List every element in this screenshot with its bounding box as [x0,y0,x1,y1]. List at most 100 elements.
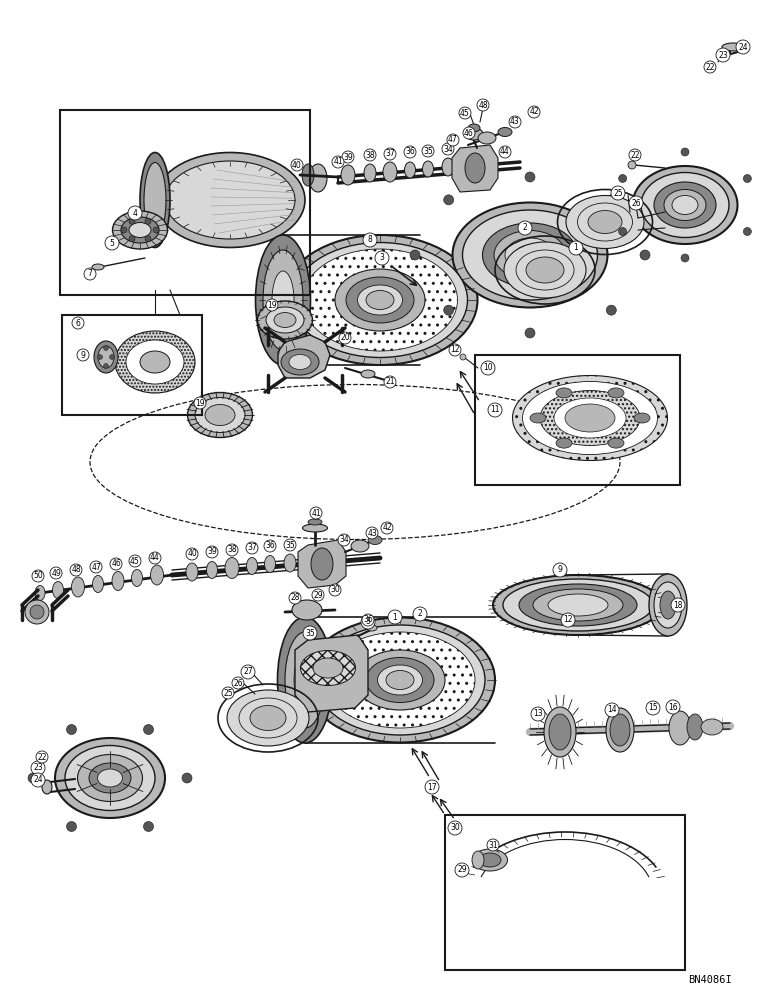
Text: 45: 45 [460,108,470,117]
Text: 1: 1 [393,612,398,621]
Text: 46: 46 [111,560,121,568]
Circle shape [84,268,96,280]
Circle shape [743,228,751,235]
Ellipse shape [608,388,624,398]
Circle shape [525,328,535,338]
Circle shape [145,218,151,224]
Text: 22: 22 [706,62,715,72]
Text: 27: 27 [243,668,252,676]
Text: 37: 37 [247,544,257,552]
Text: 23: 23 [33,764,42,772]
Circle shape [289,592,301,604]
Text: 1: 1 [574,243,578,252]
Text: 34: 34 [443,144,453,153]
Text: 41: 41 [311,508,321,518]
Text: 26: 26 [631,198,641,208]
Circle shape [499,146,511,158]
Ellipse shape [281,349,319,375]
Circle shape [72,317,84,329]
Ellipse shape [494,231,566,279]
Ellipse shape [554,398,626,438]
Ellipse shape [300,650,355,686]
Ellipse shape [513,375,668,460]
Text: 40: 40 [187,550,197,558]
Ellipse shape [140,152,170,247]
Text: 38: 38 [365,150,375,159]
Circle shape [618,174,627,182]
Circle shape [629,149,641,161]
Text: 6: 6 [76,318,80,328]
Circle shape [640,250,650,260]
Circle shape [303,626,317,640]
Text: 46: 46 [464,128,474,137]
Text: 24: 24 [738,42,748,51]
Ellipse shape [285,632,325,728]
Text: 39: 39 [207,548,217,556]
Circle shape [66,725,76,735]
Bar [445,815,685,970]
Ellipse shape [422,161,434,177]
Circle shape [182,773,192,783]
Ellipse shape [305,617,495,742]
Text: 29: 29 [313,590,323,599]
Text: 9: 9 [557,566,563,574]
Circle shape [339,332,351,344]
Circle shape [206,546,218,558]
Ellipse shape [504,242,586,298]
Ellipse shape [258,301,313,339]
Ellipse shape [52,582,63,598]
Circle shape [284,539,296,551]
Text: 3: 3 [380,253,384,262]
Circle shape [246,542,258,554]
Ellipse shape [472,851,484,869]
Circle shape [422,145,434,157]
Circle shape [444,195,454,205]
Text: 12: 12 [564,615,573,624]
Text: 13: 13 [533,710,543,718]
Circle shape [481,361,495,375]
Text: 11: 11 [490,406,499,414]
Text: 3: 3 [366,617,371,626]
Ellipse shape [378,665,422,695]
Text: 43: 43 [367,528,377,538]
Circle shape [477,99,489,111]
Ellipse shape [335,269,425,331]
Ellipse shape [664,190,706,221]
Text: 2: 2 [523,224,527,232]
Ellipse shape [283,235,478,365]
Ellipse shape [302,164,314,186]
Circle shape [32,570,44,582]
Circle shape [404,146,416,158]
Text: 7: 7 [87,269,93,278]
Text: 31: 31 [488,840,498,850]
Text: 15: 15 [648,704,658,712]
Circle shape [525,172,535,182]
Ellipse shape [115,331,195,393]
Circle shape [97,355,103,360]
Ellipse shape [722,43,744,51]
Circle shape [666,700,680,714]
Text: 5: 5 [110,238,114,247]
Text: 40: 40 [292,160,302,169]
Ellipse shape [405,162,415,178]
Circle shape [375,251,389,265]
Ellipse shape [55,738,165,818]
Ellipse shape [465,153,485,183]
Circle shape [384,148,396,160]
Text: 24: 24 [33,776,42,784]
Bar [62,315,202,415]
Ellipse shape [556,388,572,398]
Text: 25: 25 [613,188,623,198]
Ellipse shape [468,124,480,132]
Ellipse shape [368,536,382,544]
Text: 39: 39 [343,152,353,161]
Ellipse shape [361,370,375,378]
Ellipse shape [505,238,555,272]
Circle shape [312,589,324,601]
Circle shape [561,613,575,627]
Ellipse shape [654,182,716,228]
Ellipse shape [144,162,166,237]
Circle shape [704,61,716,73]
Ellipse shape [289,355,311,369]
Circle shape [366,527,378,539]
